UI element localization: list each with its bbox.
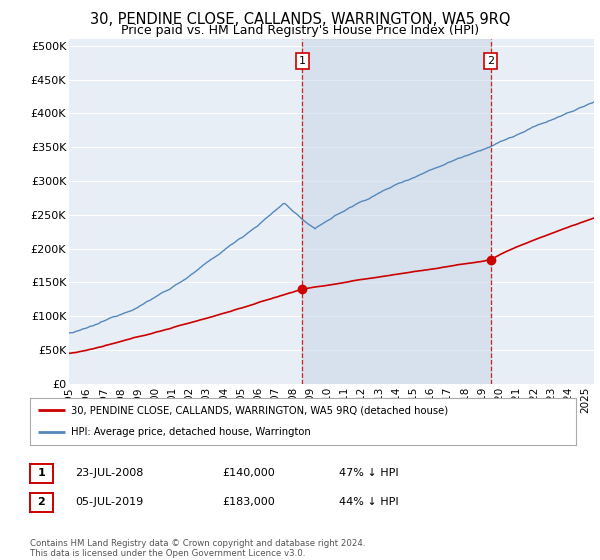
Text: 47% ↓ HPI: 47% ↓ HPI: [339, 468, 398, 478]
Text: HPI: Average price, detached house, Warrington: HPI: Average price, detached house, Warr…: [71, 427, 311, 437]
Bar: [302, 39, 491, 384]
Text: 05-JUL-2019: 05-JUL-2019: [75, 497, 143, 507]
Text: 44% ↓ HPI: 44% ↓ HPI: [339, 497, 398, 507]
Text: 1: 1: [299, 56, 306, 66]
Text: £183,000: £183,000: [222, 497, 275, 507]
Text: Contains HM Land Registry data © Crown copyright and database right 2024.
This d: Contains HM Land Registry data © Crown c…: [30, 539, 365, 558]
Text: 2: 2: [38, 497, 45, 507]
Text: £140,000: £140,000: [222, 468, 275, 478]
Text: 30, PENDINE CLOSE, CALLANDS, WARRINGTON, WA5 9RQ: 30, PENDINE CLOSE, CALLANDS, WARRINGTON,…: [90, 12, 510, 27]
Text: 1: 1: [38, 468, 45, 478]
Text: Price paid vs. HM Land Registry's House Price Index (HPI): Price paid vs. HM Land Registry's House …: [121, 24, 479, 37]
Text: 30, PENDINE CLOSE, CALLANDS, WARRINGTON, WA5 9RQ (detached house): 30, PENDINE CLOSE, CALLANDS, WARRINGTON,…: [71, 406, 448, 416]
Text: 23-JUL-2008: 23-JUL-2008: [75, 468, 143, 478]
Text: 2: 2: [487, 56, 494, 66]
